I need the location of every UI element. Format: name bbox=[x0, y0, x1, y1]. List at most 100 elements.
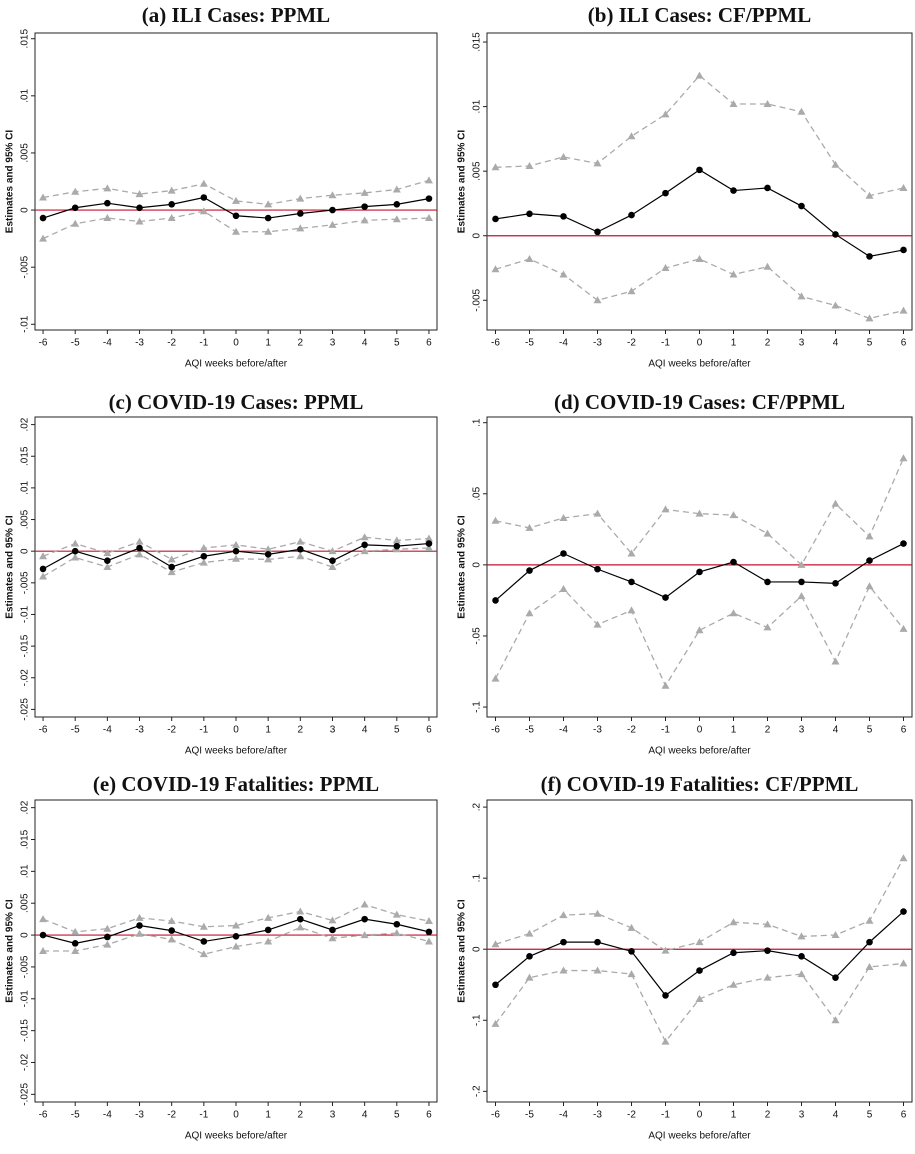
estimate-marker bbox=[832, 231, 839, 238]
x-axis-label: AQI weeks before/after bbox=[185, 1131, 288, 1142]
y-axis-label: Estimates and 95% CI bbox=[5, 130, 16, 234]
y-tick-label: -.01 bbox=[20, 990, 31, 1008]
x-tick-label: 3 bbox=[799, 338, 805, 349]
x-tick-label: 4 bbox=[362, 1110, 368, 1121]
estimate-marker bbox=[393, 920, 401, 928]
series-line bbox=[495, 857, 905, 952]
estimate-marker bbox=[730, 558, 737, 566]
ci-marker bbox=[167, 935, 176, 943]
ci-marker bbox=[103, 940, 112, 948]
ci-marker bbox=[831, 657, 840, 665]
ci-marker bbox=[695, 71, 704, 79]
ci-marker bbox=[661, 1037, 670, 1045]
y-tick-label: -.02 bbox=[20, 1053, 31, 1071]
panel-title: (d) COVID-19 Cases: CF/PPML bbox=[554, 390, 845, 414]
y-tick-label: -.015 bbox=[20, 634, 31, 657]
x-tick-label: 3 bbox=[799, 725, 805, 736]
ci-marker bbox=[199, 922, 208, 930]
x-tick-label: 5 bbox=[394, 1110, 400, 1121]
ci-marker bbox=[360, 547, 369, 555]
estimate-marker bbox=[560, 938, 567, 946]
y-tick-label: .05 bbox=[472, 486, 483, 500]
ci-marker bbox=[491, 516, 500, 524]
estimate-marker bbox=[628, 948, 635, 955]
estimate-marker bbox=[425, 540, 433, 547]
ci-marker bbox=[264, 227, 273, 235]
estimate-marker bbox=[662, 189, 669, 197]
x-tick-label: -2 bbox=[167, 725, 176, 736]
estimate-marker bbox=[393, 201, 401, 208]
ci-marker bbox=[135, 913, 144, 921]
x-tick-label: 4 bbox=[362, 338, 368, 349]
x-tick-label: 1 bbox=[265, 725, 271, 736]
y-tick-label: .015 bbox=[20, 446, 31, 466]
estimate-marker bbox=[628, 211, 635, 219]
x-tick-label: -1 bbox=[661, 725, 670, 736]
ci-marker bbox=[360, 216, 369, 224]
y-tick-label: 0 bbox=[472, 946, 483, 952]
estimate-marker bbox=[232, 547, 240, 555]
ci-marker bbox=[491, 265, 500, 273]
ci-marker bbox=[199, 544, 208, 552]
estimate-marker bbox=[492, 597, 499, 604]
x-tick-label: -6 bbox=[491, 725, 500, 736]
ci-marker bbox=[424, 544, 433, 552]
estimate-marker bbox=[832, 580, 839, 587]
ci-marker bbox=[199, 179, 208, 187]
panel: (e) COVID-19 Fatalities: PPML -.025 -.02 -.… bbox=[5, 772, 438, 1142]
estimate-marker bbox=[866, 253, 873, 260]
x-tick-label: 1 bbox=[731, 725, 737, 736]
ci-marker bbox=[135, 550, 144, 558]
x-tick-label: -3 bbox=[593, 1110, 602, 1121]
y-tick-label: 0 bbox=[20, 207, 31, 213]
estimate-marker bbox=[492, 981, 499, 989]
ci-marker bbox=[627, 132, 636, 140]
estimate-marker bbox=[297, 210, 304, 217]
y-tick-label: -.01 bbox=[20, 315, 31, 333]
ci-marker bbox=[232, 554, 240, 562]
estimate-marker bbox=[526, 210, 533, 218]
x-axis-label: AQI weeks before/after bbox=[185, 359, 288, 370]
x-tick-label: 4 bbox=[833, 725, 839, 736]
y-tick-label: .02 bbox=[20, 800, 31, 814]
y-tick-label: -.01 bbox=[20, 605, 31, 623]
series-line bbox=[495, 169, 904, 258]
ci-marker bbox=[831, 931, 840, 939]
x-tick-label: -1 bbox=[661, 338, 670, 349]
estimate-marker bbox=[39, 565, 47, 573]
ci-marker bbox=[525, 162, 534, 170]
ci-marker bbox=[360, 931, 369, 939]
x-tick-label: -4 bbox=[103, 725, 112, 736]
ci-marker bbox=[593, 966, 602, 974]
x-tick-label: 3 bbox=[330, 725, 336, 736]
estimate-marker bbox=[866, 938, 873, 946]
y-tick-label: .1 bbox=[472, 418, 483, 427]
y-axis-label: Estimates and 95% CI bbox=[5, 515, 16, 619]
ci-marker bbox=[360, 188, 369, 196]
x-tick-label: 4 bbox=[833, 1110, 839, 1121]
ci-marker bbox=[661, 505, 670, 513]
x-tick-label: -6 bbox=[39, 1110, 48, 1121]
y-tick-label: 0 bbox=[472, 562, 483, 568]
series-line bbox=[495, 911, 904, 997]
x-axis-label: AQI weeks before/after bbox=[648, 746, 751, 757]
estimate-marker bbox=[560, 550, 567, 557]
estimate-marker bbox=[264, 926, 272, 934]
x-tick-label: 0 bbox=[697, 338, 703, 349]
x-tick-label: -4 bbox=[559, 725, 568, 736]
ci-marker bbox=[695, 509, 704, 517]
ci-marker bbox=[103, 549, 112, 557]
x-tick-label: 6 bbox=[426, 1110, 432, 1121]
x-tick-label: 2 bbox=[765, 1110, 771, 1121]
ci-marker bbox=[491, 1019, 500, 1027]
ci-marker bbox=[232, 540, 240, 548]
x-tick-label: 1 bbox=[731, 338, 737, 349]
x-tick-label: 1 bbox=[265, 338, 271, 349]
series-line bbox=[494, 584, 905, 688]
x-tick-label: 2 bbox=[765, 338, 771, 349]
estimate-marker bbox=[798, 578, 805, 586]
y-tick-label: .01 bbox=[472, 99, 483, 113]
x-tick-label: 0 bbox=[697, 725, 703, 736]
x-tick-label: -4 bbox=[559, 338, 568, 349]
y-tick-label: .2 bbox=[472, 802, 483, 811]
